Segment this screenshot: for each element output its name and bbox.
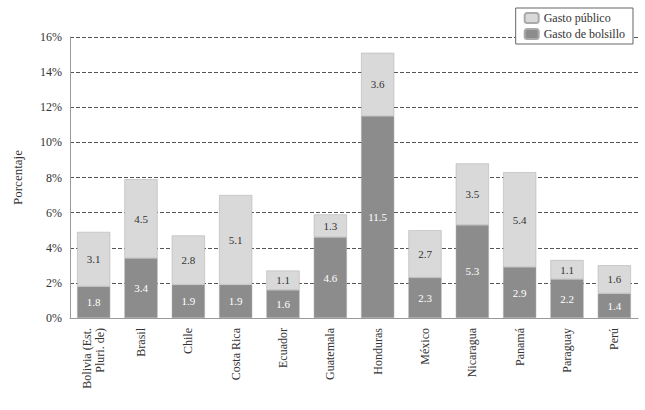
svg-text:1.4: 1.4: [607, 300, 621, 312]
svg-text:Brasil: Brasil: [134, 327, 148, 356]
svg-text:4%: 4%: [46, 241, 62, 255]
svg-text:5.4: 5.4: [513, 214, 527, 226]
svg-text:2.2: 2.2: [560, 293, 574, 305]
svg-text:3.6: 3.6: [371, 78, 385, 90]
svg-text:Gasto público: Gasto público: [544, 11, 611, 25]
svg-text:2%: 2%: [46, 276, 62, 290]
svg-text:Panamá: Panamá: [513, 327, 527, 366]
svg-text:1.1: 1.1: [560, 264, 574, 276]
svg-text:Honduras: Honduras: [371, 328, 385, 375]
svg-text:4.5: 4.5: [134, 213, 148, 225]
svg-text:México: México: [418, 328, 432, 365]
svg-text:Porcentaje: Porcentaje: [10, 150, 25, 205]
svg-text:8%: 8%: [46, 171, 62, 185]
svg-text:1.6: 1.6: [607, 273, 621, 285]
svg-text:1.3: 1.3: [323, 220, 337, 232]
svg-text:2.7: 2.7: [418, 248, 432, 260]
svg-text:Guatemala: Guatemala: [323, 327, 337, 380]
svg-text:Ecuador: Ecuador: [276, 328, 290, 368]
svg-text:Bolivia (Est.: Bolivia (Est.: [80, 328, 94, 389]
svg-text:0%: 0%: [46, 311, 62, 325]
svg-text:1.8: 1.8: [87, 296, 101, 308]
svg-text:2.8: 2.8: [181, 254, 195, 266]
svg-text:3.5: 3.5: [465, 188, 479, 200]
svg-text:11.5: 11.5: [368, 211, 387, 223]
svg-text:1.9: 1.9: [181, 295, 195, 307]
svg-text:1.6: 1.6: [276, 298, 290, 310]
svg-text:1.1: 1.1: [276, 274, 290, 286]
svg-text:2.9: 2.9: [513, 287, 527, 299]
svg-text:1.9: 1.9: [229, 295, 243, 307]
svg-text:3.4: 3.4: [134, 282, 148, 294]
svg-text:Gasto de bolsillo: Gasto de bolsillo: [544, 27, 625, 41]
svg-text:6%: 6%: [46, 206, 62, 220]
svg-text:Chile: Chile: [181, 328, 195, 354]
svg-text:5.3: 5.3: [465, 265, 479, 277]
svg-text:4.6: 4.6: [323, 272, 337, 284]
svg-text:2.3: 2.3: [418, 292, 432, 304]
svg-text:5.1: 5.1: [229, 234, 243, 246]
svg-text:14%: 14%: [40, 65, 62, 79]
svg-text:10%: 10%: [40, 135, 62, 149]
svg-text:16%: 16%: [40, 30, 62, 44]
svg-text:Perú: Perú: [607, 328, 621, 350]
svg-text:Paraguay: Paraguay: [560, 328, 574, 373]
svg-text:Pluri. de): Pluri. de): [93, 328, 107, 373]
svg-text:Costa Rica: Costa Rica: [229, 327, 243, 380]
svg-text:3.1: 3.1: [87, 253, 101, 265]
svg-text:Nicaragua: Nicaragua: [465, 327, 479, 377]
svg-text:12%: 12%: [40, 100, 62, 114]
